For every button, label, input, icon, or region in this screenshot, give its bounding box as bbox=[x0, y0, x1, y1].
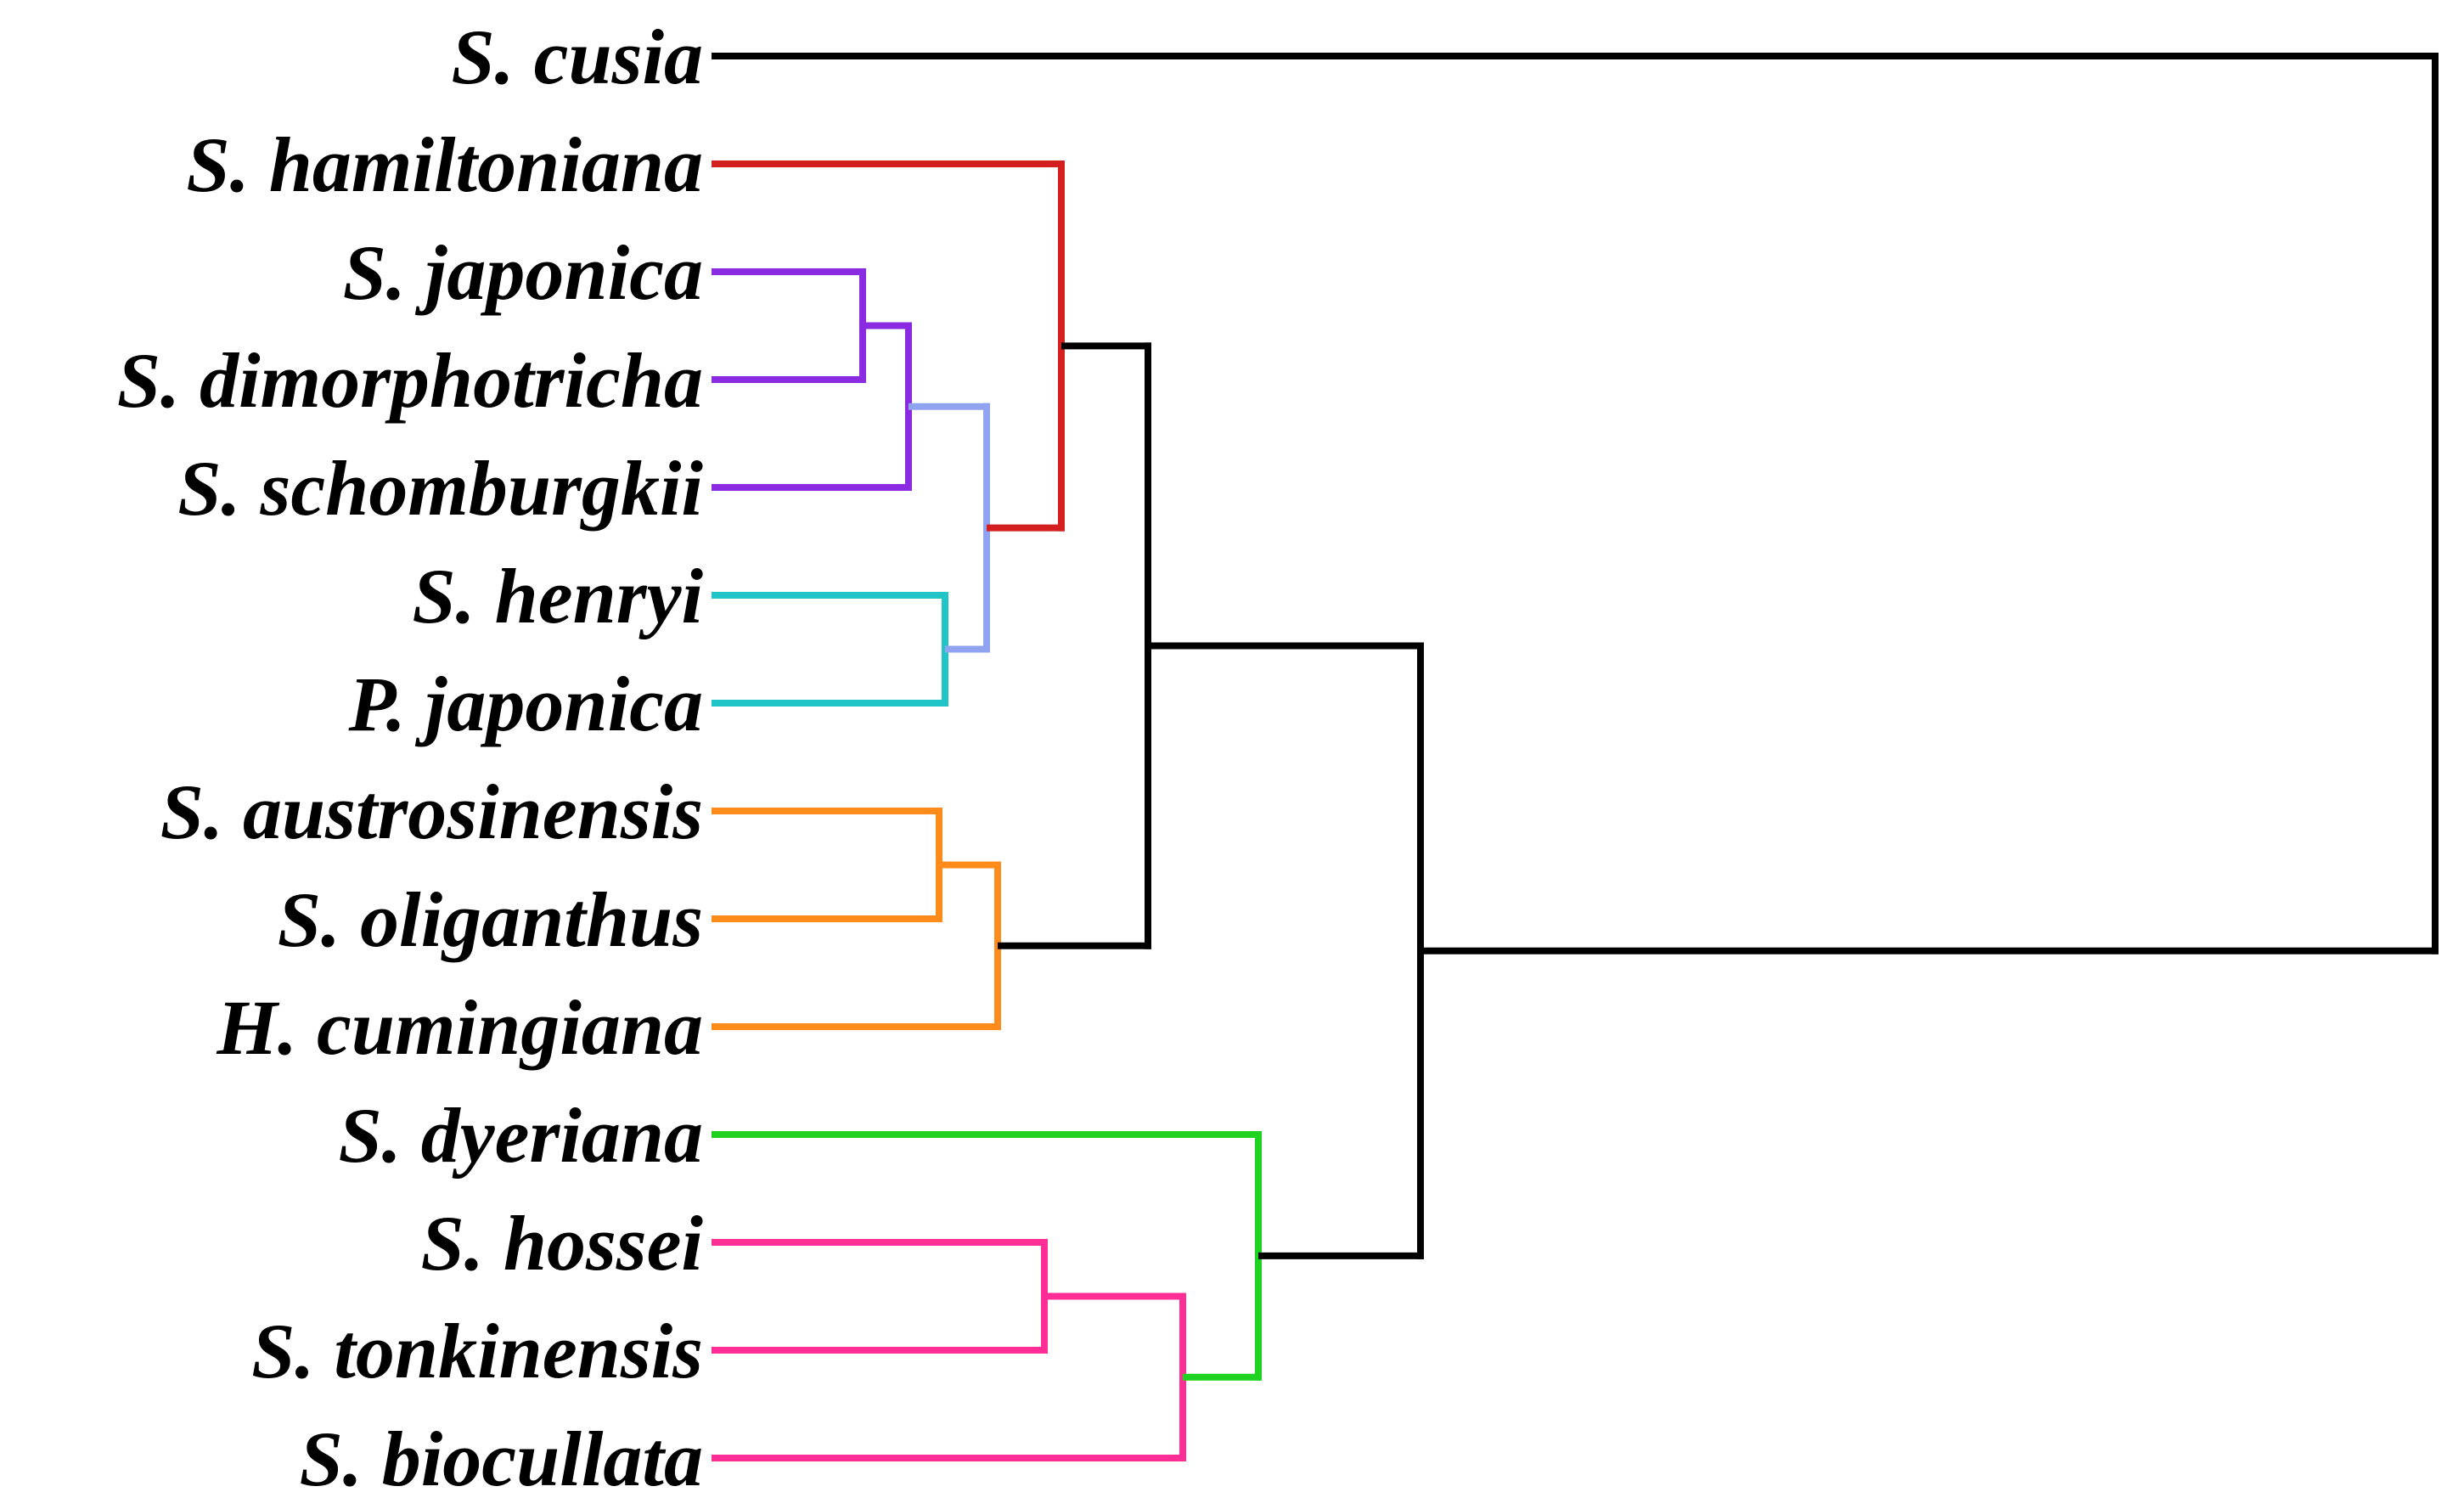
leaf-label-s-austrosinensis: S. austrosinensis bbox=[160, 769, 703, 855]
leaf-labels: S. cusia S. hamiltoniana S. japonica S. … bbox=[117, 14, 704, 1502]
leaf-label-s-dyeriana: S. dyeriana bbox=[339, 1092, 703, 1179]
leaf-label-s-schomburgkii: S. schomburgkii bbox=[177, 445, 703, 532]
dendrogram-branches bbox=[712, 53, 2439, 1461]
leaf-label-p-japonica: P. japonica bbox=[348, 661, 703, 747]
leaf-label-s-hossei: S. hossei bbox=[421, 1200, 704, 1287]
leaf-label-s-tonkinensis: S. tonkinensis bbox=[251, 1308, 703, 1394]
leaf-label-s-japonica: S. japonica bbox=[343, 229, 703, 316]
leaf-label-s-cusia: S. cusia bbox=[451, 14, 703, 100]
leaf-label-s-hamiltoniana: S. hamiltoniana bbox=[187, 121, 703, 208]
leaf-label-h-cumingiana: H. cumingiana bbox=[216, 984, 703, 1071]
leaf-label-s-oliganthus: S. oliganthus bbox=[278, 876, 703, 963]
leaf-label-s-dimorphotricha: S. dimorphotricha bbox=[117, 337, 703, 424]
leaf-label-s-biocullata: S. biocullata bbox=[300, 1416, 703, 1502]
leaf-label-s-henryi: S. henryi bbox=[412, 553, 703, 639]
